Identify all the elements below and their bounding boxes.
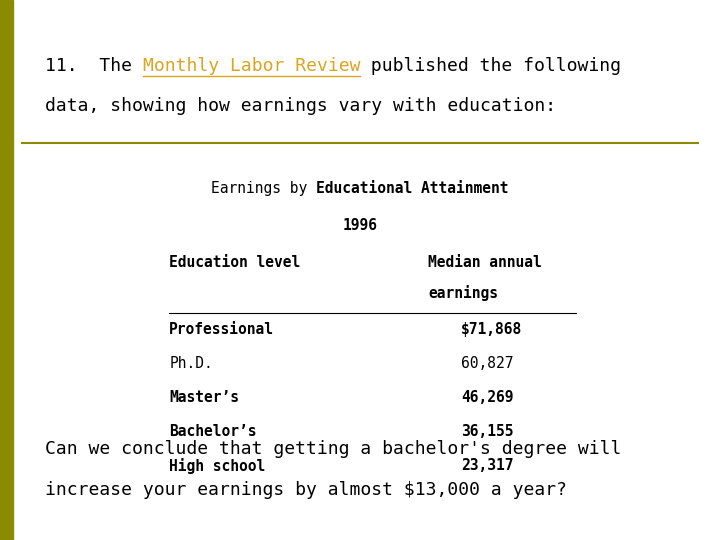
Text: Monthly Labor Review: Monthly Labor Review — [143, 57, 360, 75]
Text: 60,827: 60,827 — [461, 356, 513, 371]
Text: High school: High school — [169, 458, 266, 474]
Text: Ph.D.: Ph.D. — [169, 356, 213, 371]
Text: earnings: earnings — [428, 285, 498, 301]
Text: Median annual: Median annual — [428, 255, 542, 270]
Text: Professional: Professional — [169, 322, 274, 337]
Text: 36,155: 36,155 — [461, 424, 513, 439]
Text: Bachelor’s: Bachelor’s — [169, 424, 257, 439]
Text: $71,868: $71,868 — [461, 322, 522, 337]
Text: 23,317: 23,317 — [461, 458, 513, 473]
Text: published the following: published the following — [360, 57, 621, 75]
Text: 1996: 1996 — [343, 218, 377, 233]
Text: increase your earnings by almost $13,000 a year?: increase your earnings by almost $13,000… — [45, 481, 567, 498]
Text: 11.  The: 11. The — [45, 57, 143, 75]
Text: data, showing how earnings vary with education:: data, showing how earnings vary with edu… — [45, 97, 556, 115]
Text: Master’s: Master’s — [169, 390, 239, 405]
Text: Education level: Education level — [169, 255, 300, 270]
Text: Educational Attainment: Educational Attainment — [316, 181, 509, 196]
Text: Can we conclude that getting a bachelor's degree will: Can we conclude that getting a bachelor'… — [45, 440, 621, 458]
Text: Earnings by: Earnings by — [211, 181, 316, 196]
Text: 46,269: 46,269 — [461, 390, 513, 405]
